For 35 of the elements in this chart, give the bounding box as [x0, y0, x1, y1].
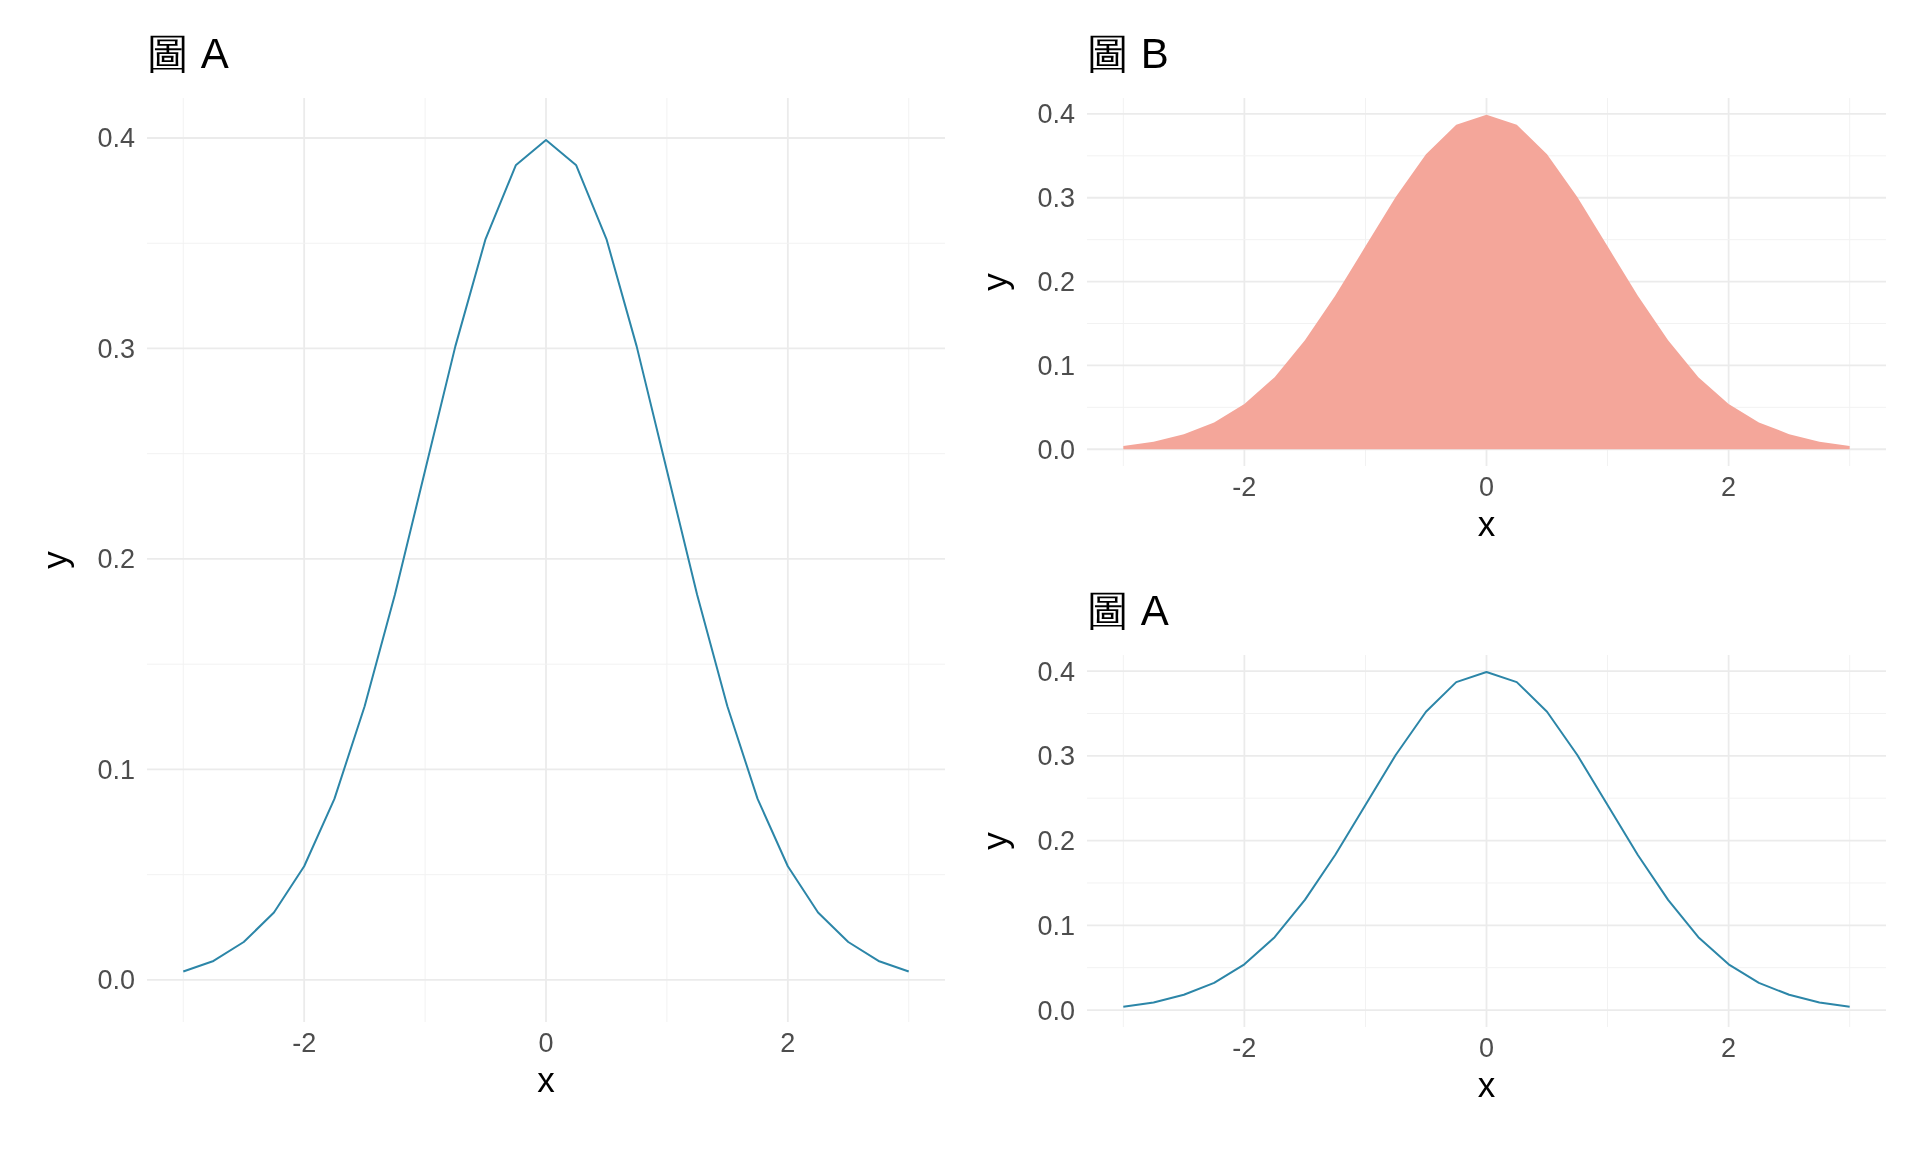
x-axis-title: x	[1477, 1065, 1496, 1104]
x-tick-label: 2	[780, 1028, 796, 1058]
x-axis-title: x	[537, 1060, 556, 1099]
x-tick-label: 0	[538, 1028, 554, 1058]
y-axis-title: y	[975, 272, 1014, 291]
y-tick-label: 0.0	[97, 965, 135, 996]
y-tick-label: 0.4	[1037, 99, 1075, 130]
y-axis-title: y	[975, 831, 1014, 850]
line-series	[182, 139, 910, 973]
x-tick-label: 2	[1721, 1033, 1737, 1063]
x-tick-label: -2	[1232, 1033, 1257, 1063]
y-tick-label: 0.3	[97, 333, 135, 364]
x-axis-title: x	[1477, 504, 1496, 543]
x-tick-label: -2	[292, 1028, 317, 1058]
y-tick-label: 0.1	[1037, 350, 1075, 381]
y-tick-label: 0.2	[97, 544, 135, 575]
y-axis-title: y	[35, 550, 74, 569]
chart-title: 圖 A	[147, 30, 229, 77]
y-tick-label: 0.0	[1037, 434, 1075, 465]
chart-title: 圖 A	[1087, 587, 1169, 634]
y-tick-label: 0.3	[1037, 741, 1075, 772]
x-tick-label: 2	[1721, 472, 1737, 502]
y-tick-label: 0.2	[1037, 267, 1075, 298]
y-tick-label: 0.0	[1037, 995, 1075, 1026]
y-tick-label: 0.2	[1037, 826, 1075, 857]
y-tick-label: 0.1	[1037, 910, 1075, 941]
y-tick-label: 0.4	[1037, 656, 1075, 687]
y-tick-label: 0.4	[97, 123, 135, 154]
x-tick-label: -2	[1232, 472, 1257, 502]
y-tick-label: 0.1	[97, 754, 135, 785]
chart-title: 圖 B	[1087, 30, 1169, 77]
x-tick-label: 0	[1478, 472, 1495, 502]
y-tick-label: 0.3	[1037, 183, 1075, 214]
x-tick-label: 0	[1478, 1033, 1495, 1063]
line-series	[1122, 670, 1851, 1008]
